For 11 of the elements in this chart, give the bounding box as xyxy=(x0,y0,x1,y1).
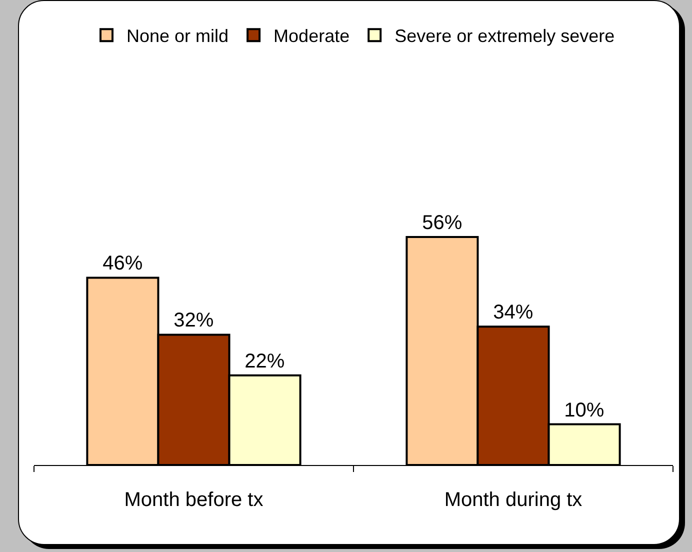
data-label: 22% xyxy=(244,350,285,372)
x-tick-label: Month during tx xyxy=(444,489,582,511)
x-tick-label: Month before tx xyxy=(124,489,264,511)
data-label: 10% xyxy=(564,399,604,422)
legend-label: Moderate xyxy=(274,26,350,46)
data-label: 46% xyxy=(102,252,143,275)
data-label: 34% xyxy=(493,302,534,324)
data-label: 56% xyxy=(422,212,462,234)
legend-label: Severe or extremely severe xyxy=(394,26,615,46)
data-label: 32% xyxy=(174,310,214,332)
legend-label: None or mild xyxy=(126,26,229,46)
